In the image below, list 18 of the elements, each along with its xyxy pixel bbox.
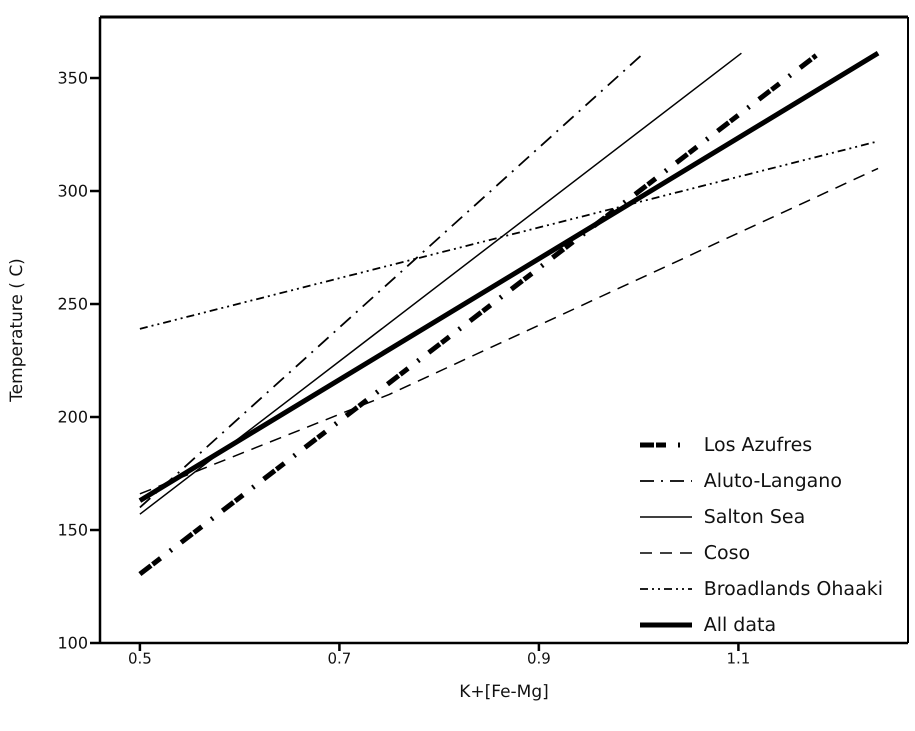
y-axis-title: Temperature ( C)	[7, 258, 28, 403]
x-tick-label: 0.5	[128, 650, 152, 668]
x-tick-label: 0.7	[327, 650, 352, 668]
y-tick-label: 150	[57, 520, 88, 540]
y-tick-label: 250	[57, 294, 88, 314]
y-tick-label: 300	[57, 182, 88, 201]
y-tick-label: 200	[57, 408, 88, 427]
legend-label: Broadlands Ohaaki	[704, 578, 883, 600]
y-tick-label: 350	[57, 68, 88, 88]
x-tick-label: 1.1	[726, 650, 750, 668]
legend-label: Los Azufres	[704, 434, 812, 456]
legend-label: Coso	[704, 542, 750, 564]
legend-label: Aluto-Langano	[704, 470, 842, 492]
x-tick-label: 0.9	[526, 650, 551, 668]
y-tick-label: 100	[57, 634, 88, 653]
x-axis-title: K+[Fe-Mg]	[459, 682, 549, 702]
legend-label: All data	[704, 614, 776, 636]
legend-label: Salton Sea	[704, 506, 806, 528]
